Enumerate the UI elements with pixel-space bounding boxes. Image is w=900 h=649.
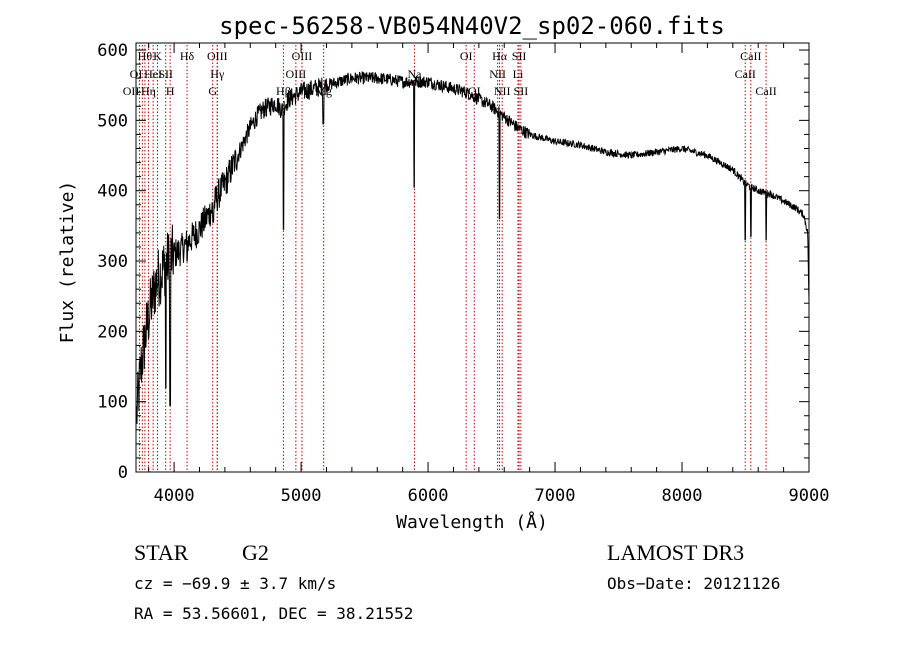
x-tick-label: 4000 <box>154 486 195 506</box>
obs-date: Obs−Date: 20121126 <box>607 574 781 593</box>
coordinates: RA = 53.56601, DEC = 38.21552 <box>134 604 414 623</box>
line-marker-label: OIII <box>292 49 313 63</box>
line-marker-label: Hθ <box>138 49 153 63</box>
line-marker-label: SII <box>514 84 529 98</box>
line-marker-label: H <box>166 84 175 98</box>
line-marker-label: HeI <box>144 67 162 81</box>
y-axis-ticks: 0 100 200 300 400 500 600 <box>97 41 809 483</box>
line-marker-label: CaII <box>740 49 761 63</box>
x-axis-label: Wavelength (Å) <box>396 511 548 533</box>
line-marker-label: OII <box>123 84 140 98</box>
x-tick-label: 8000 <box>662 486 703 506</box>
y-tick-label: 200 <box>97 322 128 342</box>
y-tick-label: 400 <box>97 182 128 202</box>
y-tick-label: 600 <box>97 41 128 61</box>
line-marker-label: Hα <box>492 49 508 63</box>
line-marker-label: Hγ <box>210 67 225 81</box>
object-class: STAR <box>134 540 189 565</box>
line-marker-label: SII <box>158 67 173 81</box>
x-tick-label: 6000 <box>408 486 449 506</box>
line-marker-label: Hη <box>141 84 156 98</box>
line-marker-label: OIII <box>207 49 228 63</box>
plot-frame <box>135 42 810 473</box>
object-subclass: G2 <box>242 540 269 565</box>
line-marker-label: CaII <box>755 84 776 98</box>
x-tick-label: 7000 <box>535 486 576 506</box>
line-marker-label: OIII <box>286 67 307 81</box>
line-marker-label: G <box>208 84 217 98</box>
line-marker-label: Hδ <box>180 49 195 63</box>
line-marker-label: CaII <box>735 67 756 81</box>
y-tick-label: 100 <box>97 393 128 413</box>
line-marker-label: K <box>153 49 162 63</box>
line-marker-label: NII <box>494 84 511 98</box>
y-tick-label: 500 <box>97 111 128 131</box>
x-tick-label: 9000 <box>789 486 830 506</box>
line-markers <box>138 45 767 472</box>
line-marker-label: SII <box>512 49 527 63</box>
y-tick-label: 300 <box>97 252 128 272</box>
redshift-info: cz = −69.9 ± 3.7 km/s <box>134 574 337 593</box>
x-tick-label: 5000 <box>281 486 322 506</box>
line-marker-label: OI <box>460 49 473 63</box>
line-marker-label: NII <box>489 67 506 81</box>
spectrum-line <box>136 70 810 424</box>
chart-title: spec-56258-VB054N40V2_sp02-060.fits <box>219 12 725 40</box>
line-marker-label: Li <box>513 67 524 81</box>
y-tick-label: 0 <box>118 463 128 483</box>
y-axis-label: Flux (relative) <box>57 181 78 344</box>
x-axis-ticks: 4000 5000 6000 7000 8000 9000 <box>148 43 830 506</box>
survey-name: LAMOST DR3 <box>607 540 745 565</box>
